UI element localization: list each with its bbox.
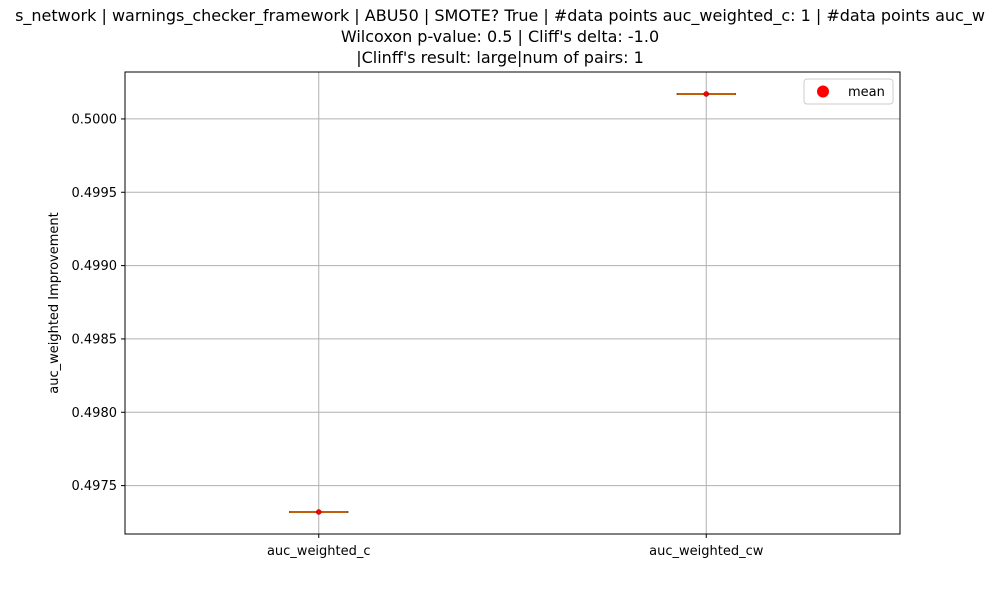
y-tick-label: 0.5000 <box>72 112 118 127</box>
y-tick-label: 0.4980 <box>72 406 118 421</box>
y-axis-label: auc_weighted Improvement <box>47 212 62 394</box>
x-tick-label: auc_weighted_c <box>267 544 371 559</box>
y-tick-label: 0.4985 <box>72 332 118 347</box>
chart-title-line-1: s_network | warnings_checker_framework |… <box>15 6 985 25</box>
legend-mean-label: mean <box>848 85 885 100</box>
y-tick-label: 0.4990 <box>72 259 118 274</box>
y-tick-label: 0.4975 <box>72 479 118 494</box>
grid-lines <box>125 72 900 534</box>
plot-area-frame <box>124 71 901 535</box>
chart-title-line-2: Wilcoxon p-value: 0.5 | Cliff's delta: -… <box>340 27 660 46</box>
y-tick-label: 0.4995 <box>72 186 118 201</box>
chart-title-line-3: |Clinff's result: large|num of pairs: 1 <box>356 48 644 67</box>
legend-frame <box>803 78 894 105</box>
mean-marker <box>703 91 709 97</box>
x-axis-ticks: auc_weighted_c auc_weighted_cw <box>267 534 764 559</box>
x-tick-label: auc_weighted_cw <box>649 544 764 559</box>
box-plot-series <box>289 91 736 515</box>
legend: mean <box>803 78 894 105</box>
mean-marker <box>316 509 322 515</box>
legend-mean-marker <box>817 85 829 98</box>
y-axis-ticks: 0.4975 0.4980 0.4985 0.4990 0.4995 0.5000 <box>72 112 125 494</box>
box-auc_weighted_cw <box>676 91 736 97</box>
box-auc_weighted_c <box>289 509 349 515</box>
